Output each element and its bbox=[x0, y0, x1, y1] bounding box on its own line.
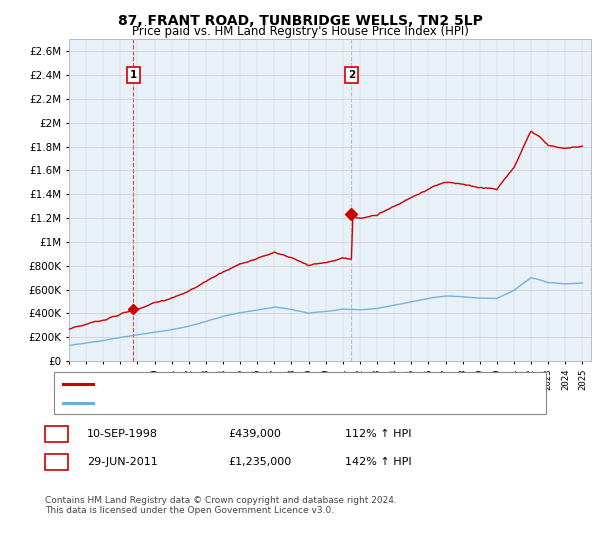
Text: HPI: Average price, detached house, Tunbridge Wells: HPI: Average price, detached house, Tunb… bbox=[99, 398, 374, 408]
Text: 1: 1 bbox=[53, 429, 60, 439]
Text: 2: 2 bbox=[53, 457, 60, 467]
Text: 10-SEP-1998: 10-SEP-1998 bbox=[87, 429, 158, 439]
Text: 142% ↑ HPI: 142% ↑ HPI bbox=[345, 457, 412, 467]
Text: Contains HM Land Registry data © Crown copyright and database right 2024.
This d: Contains HM Land Registry data © Crown c… bbox=[45, 496, 397, 515]
Text: £1,235,000: £1,235,000 bbox=[228, 457, 291, 467]
Text: 87, FRANT ROAD, TUNBRIDGE WELLS, TN2 5LP: 87, FRANT ROAD, TUNBRIDGE WELLS, TN2 5LP bbox=[118, 14, 482, 28]
Text: 2: 2 bbox=[348, 69, 355, 80]
Text: £439,000: £439,000 bbox=[228, 429, 281, 439]
Text: 87, FRANT ROAD, TUNBRIDGE WELLS, TN2 5LP (detached house): 87, FRANT ROAD, TUNBRIDGE WELLS, TN2 5LP… bbox=[99, 379, 436, 389]
Text: 112% ↑ HPI: 112% ↑ HPI bbox=[345, 429, 412, 439]
Text: 1: 1 bbox=[130, 69, 137, 80]
Text: Price paid vs. HM Land Registry's House Price Index (HPI): Price paid vs. HM Land Registry's House … bbox=[131, 25, 469, 38]
Text: 29-JUN-2011: 29-JUN-2011 bbox=[87, 457, 158, 467]
